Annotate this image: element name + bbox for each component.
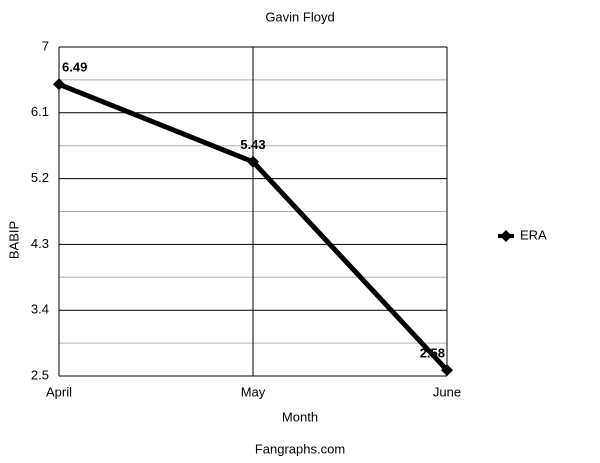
data-label: 6.49 [62, 60, 87, 75]
y-axis-label: BABIP [6, 221, 21, 259]
data-point [441, 364, 453, 377]
y-tick-label: 5.2 [31, 170, 49, 185]
data-point [247, 155, 259, 168]
y-tick-label: 7 [42, 38, 49, 53]
chart-title: Gavin Floyd [265, 9, 334, 24]
y-tick-label: 2.5 [31, 367, 49, 382]
x-tick-label: April [46, 384, 72, 399]
data-label: 5.43 [240, 137, 265, 152]
y-tick-label: 3.4 [31, 302, 49, 317]
x-tick-label: June [433, 384, 461, 399]
legend-marker [500, 230, 512, 242]
x-tick-label: May [241, 384, 266, 399]
y-tick-label: 4.3 [31, 236, 49, 251]
source-note: Fangraphs.com [255, 441, 345, 456]
data-point [53, 78, 65, 91]
x-axis-label: Month [282, 409, 318, 424]
y-tick-label: 6.1 [31, 104, 49, 119]
legend-label: ERA [520, 227, 547, 242]
data-label: 2.58 [420, 346, 445, 361]
